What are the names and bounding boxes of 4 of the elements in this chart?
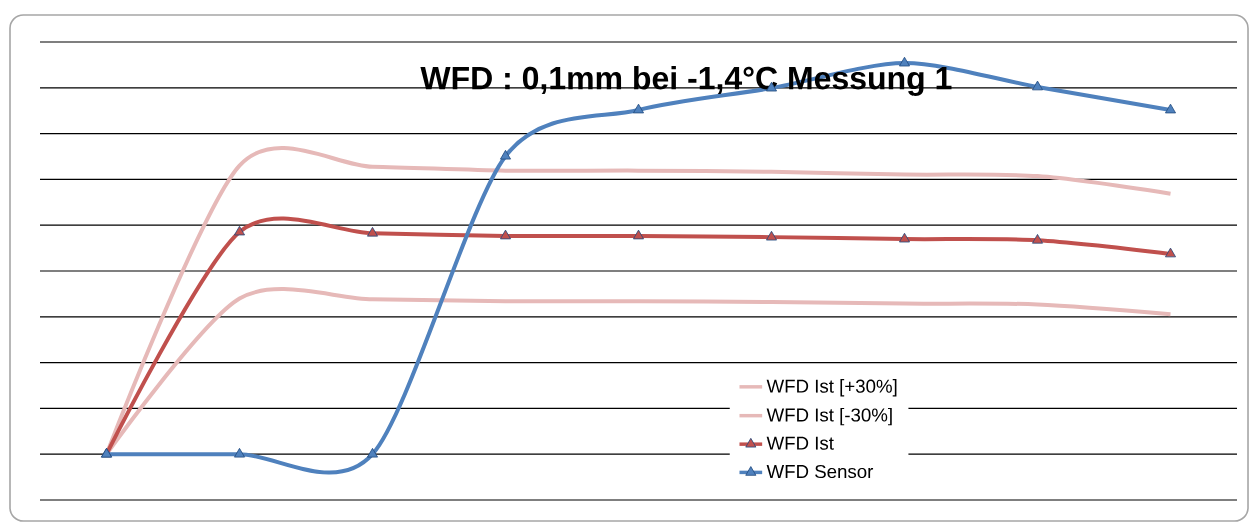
legend-label: WFD Ist [-30%] [766, 407, 892, 426]
legend-label: WFD Ist [+30%] [766, 379, 897, 397]
legend-label: WFD Sensor [766, 464, 874, 479]
legend-label: WFD Ist [766, 436, 834, 450]
